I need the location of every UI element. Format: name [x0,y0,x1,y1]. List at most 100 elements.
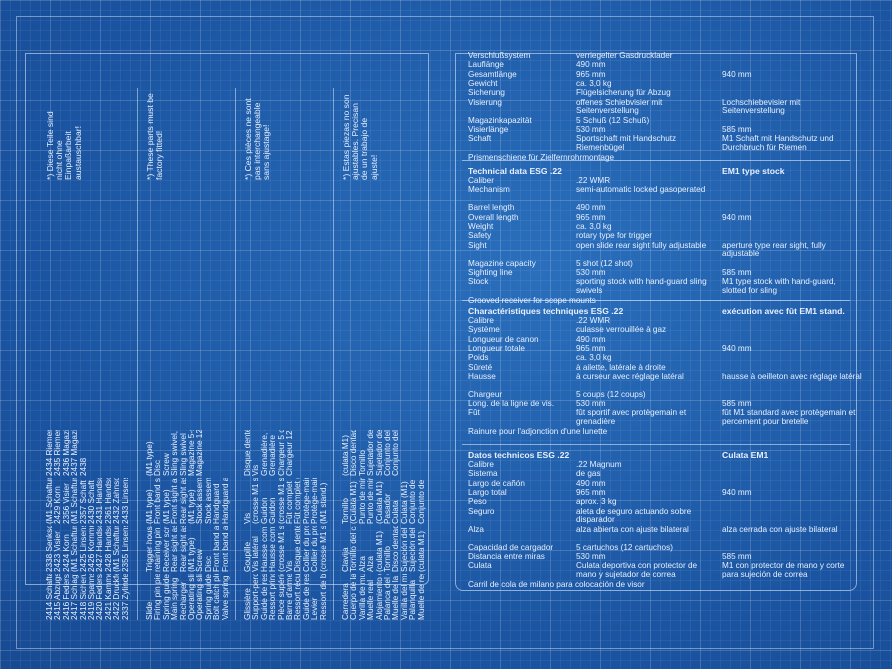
part-line: 2356 Visier [62,483,71,524]
spec-label: Culata [468,561,492,571]
variant-value: alza cerrada con ajuste bilateral [722,524,838,534]
part-line: (crosse M1 stand.) [277,526,286,572]
part-line: Magazine 5-shot [188,430,196,476]
spec-label: Fût [468,408,480,418]
part-line: Alza [358,556,367,572]
variant-value: 585 mm [722,551,752,561]
spec-row: Alza alza abierta con ajuste bilateral alz… [468,524,838,535]
fitting-note: *) Diese Teile sind nicht ohne Einpaßarb… [45,111,83,180]
part-line: Disco dentado [392,526,401,572]
part-line: Tornillo [342,498,350,524]
spec-label: Stock [468,277,489,287]
part-line: (culata M1) [342,435,350,476]
divider [137,88,138,620]
spec-row: Lauflänge 490 mm [468,61,716,70]
spec-value: 5 coups (12 coups) [576,389,646,399]
spec-row: Système culasse verrouillée à gaz [468,326,716,335]
blueprint-frame: 2414 Schaftanker2415 Abzugstück2416 Fede… [16,16,874,649]
part-line: Vis latéral [252,536,261,572]
part-line: (culata M1) [375,531,384,572]
part-line: 2420 Federstange [96,574,105,620]
spec-row: Caliber .22 WMR [468,176,716,186]
part-line: Pasador [384,493,392,525]
part-line: Disc [204,556,213,572]
spec-row: Largo total 965 mm 940 mm [468,487,752,498]
spec-label: Hausse [468,371,496,381]
section-variant-title: EM1 type stock [722,166,785,176]
section-title: Charactéristiques techniques ESG .22 [468,306,624,316]
part-line: Sling swivel [179,433,188,476]
spec-row: Long. de la ligne de vis. 530 mm 585 mm [468,399,752,409]
spec-row: Weight ca. 3,0 kg [468,222,716,232]
part-line: Screw [162,453,171,476]
variant-value: fût M1 standard avec protègemain et perc… [722,408,856,427]
technical-data-spanish: Datos technicos ESG .22 Culata EM1 Calibre… [456,448,856,589]
spec-label: Distancia entre miras [468,551,545,561]
part-line: 2424 Korn [62,534,71,572]
part-line: Recharger [179,581,188,620]
part-line: Levier [311,597,320,620]
spec-row: Distancia entre miras 530 mm 585 mm [468,551,752,562]
part-line: Fût complet (M1 stand.) [294,478,303,524]
spec-value: semi-automatic locked gasoperated [576,185,706,195]
spec-value: verriegelter Gasdrucklader [576,51,673,60]
part-line: 2434 Riemenbügel vorn [46,430,54,476]
part-line: Collier du protège-main [311,526,320,572]
spec-row: Visierung offenes Schiebvisier mit Seiten… [468,98,800,116]
part-line: Conjunto del cargador [384,430,392,476]
spec-row: Largo de cañón 490 mm [468,479,716,489]
part-line: Guidon [269,497,278,524]
part-line: Front sight assembly [171,478,180,524]
spec-row: Sicherung Flügelsicherung für Abzug [468,88,716,98]
part-line: Tornillo [358,450,367,476]
part-line: Muelle de regulación lateral [418,574,426,620]
part-line: 2431 Handschutz [96,478,105,524]
part-line: Handguard [213,483,222,524]
spec-value: à curseur avec réglage latéral [576,371,684,381]
spec-value: alza abierta con ajuste bilateral [576,524,689,534]
spec-row: Gewicht ca. 3,0 kg [468,78,716,89]
technical-data-english: Technical data ESG .22 EM1 type stock Cali… [456,164,856,305]
part-line: Punto de mira [358,478,367,524]
spec-row: Magazinkapazität 5 Schuß (12 Schuß) [468,115,716,126]
part-line: Ressort récupérateur [294,574,303,620]
divider [235,88,236,620]
part-line: Collier du protège-main [302,526,311,572]
spec-label: Sicherung [468,88,505,98]
part-line: Palanca del cerrojo [384,574,392,620]
variant-value: 940 mm [722,487,752,497]
fitting-note: *) These parts must be factory fitted! [145,93,165,180]
spec-label: Chargeur [468,389,503,399]
fitting-note: *) Ces pièces ne sont pas interchangeabl… [243,98,272,180]
variant-value: 940 mm [722,343,752,353]
part-line: 2433 Linsenschraube [121,478,130,524]
spec-value: ca. 3,0 kg [576,353,612,363]
spec-label: Gewicht [468,78,498,88]
spec-value: 5 Schuß (12 Schuß) [576,115,650,125]
part-line: Magazine 12-shot [196,430,205,476]
part-line: Rear sight assembly [179,526,188,572]
spec-value: 965 mm [576,487,606,497]
part-line: (Culata M1) [350,481,359,524]
spec-row: Longueur totale 965 mm 940 mm [468,344,752,354]
part-line: 2430 Schaft kpl. (M1 Schaftung) [88,478,96,524]
spec-value: aleta de seguro actuando sobre disparado… [576,506,692,525]
spec-label: Sighting line [468,267,513,277]
part-line: 2426 Kornmutter [88,526,96,572]
part-line: Receiver screw [162,526,171,572]
part-line: 2355 Linsenschraube [121,526,130,572]
part-line: Valve spring [221,575,230,620]
spec-value: aprox. 3 kg [576,497,617,507]
spec-row: Culata Culata deportiva con protector de … [468,561,844,579]
parts-list-rotated: 2414 Schaftanker2415 Abzugstück2416 Fede… [40,88,436,620]
part-line: 2427 Handschutzhalter [96,526,105,572]
spec-label: Mechanism [468,185,510,195]
part-line: Support-percuteur [252,574,261,620]
part-line: Handguard assembly [221,478,230,524]
part-line: (M1 type) [146,489,154,524]
part-line: Stock assembly (M1 type) [205,478,213,524]
part-line: 2416 Federstange [62,574,71,620]
variant-value: M1 con protector de mano y corte para su… [722,561,845,579]
spec-value: Culata deportiva con protector de mano y… [576,561,698,579]
part-line: 2429 Korn [54,486,63,524]
